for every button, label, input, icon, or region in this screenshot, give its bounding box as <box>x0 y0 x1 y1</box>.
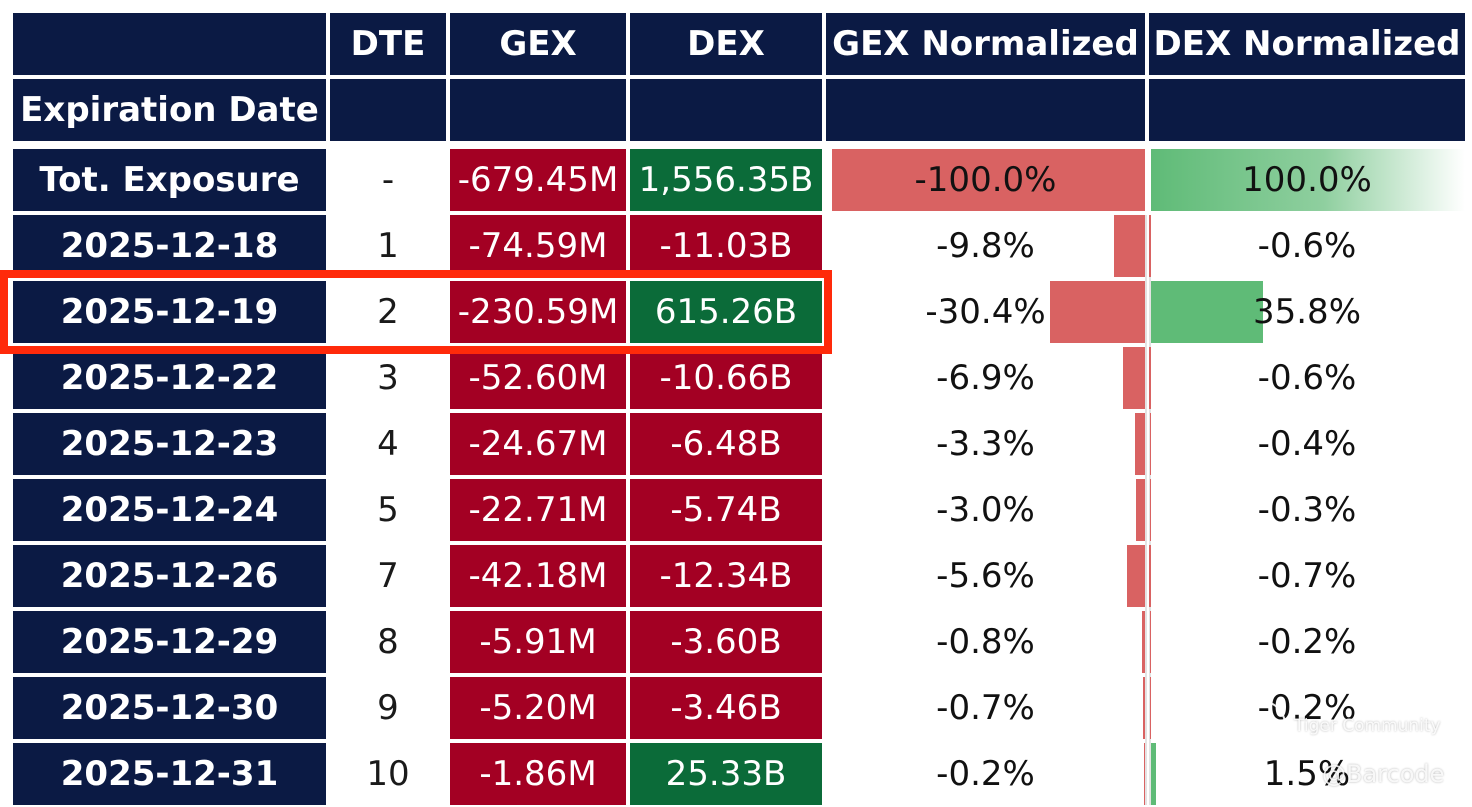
row-dte: 1 <box>330 215 446 277</box>
row-expiration-date: 2025-12-19 <box>13 281 326 343</box>
row-dte: 3 <box>330 347 446 409</box>
gex-normalized-bar <box>1142 677 1145 739</box>
gex-normalized-value: -6.9% <box>936 358 1035 398</box>
row-dte: 8 <box>330 611 446 673</box>
gex-normalized-value: -5.6% <box>936 556 1035 596</box>
row-dex: -3.46B <box>630 677 822 739</box>
dex-normalized-bar <box>1149 347 1151 409</box>
header-blank-gex-norm <box>826 79 1145 141</box>
gex-normalized-value: -9.8% <box>936 226 1035 266</box>
dex-normalized-value: -0.7% <box>1257 556 1357 596</box>
row-expiration-date: 2025-12-23 <box>13 413 326 475</box>
dex-normalized-bar <box>1149 413 1151 475</box>
dex-normalized-value: 100.0% <box>1242 160 1372 200</box>
gex-normalized-value: -3.3% <box>936 424 1035 464</box>
header-blank-dte <box>330 79 446 141</box>
dex-normalized-value: -0.3% <box>1257 490 1357 530</box>
dex-normalized-bar <box>1149 215 1151 277</box>
dex-normalized-bar <box>1151 743 1156 805</box>
row-dte: 7 <box>330 545 446 607</box>
dex-normalized-value: -0.6% <box>1257 226 1357 266</box>
row-gex: -52.60M <box>450 347 626 409</box>
row-gex: -74.59M <box>450 215 626 277</box>
row-dex: -6.48B <box>630 413 822 475</box>
row-gex: -5.20M <box>450 677 626 739</box>
gex-normalized-value: -30.4% <box>925 292 1046 332</box>
row-gex: -24.67M <box>450 413 626 475</box>
gex-normalized-value: -0.7% <box>936 688 1035 728</box>
dex-normalized-value: 35.8% <box>1252 292 1361 332</box>
watermark-line2: @Barcode <box>1322 760 1445 788</box>
row-expiration-date: 2025-12-29 <box>13 611 326 673</box>
row-dte: - <box>330 149 446 211</box>
header-dte: DTE <box>330 13 446 75</box>
gex-normalized-value: -0.8% <box>936 622 1035 662</box>
row-dte: 5 <box>330 479 446 541</box>
row-gex: -5.91M <box>450 611 626 673</box>
row-dte: 9 <box>330 677 446 739</box>
gex-normalized-value: -3.0% <box>936 490 1035 530</box>
header-expiration-date: Expiration Date <box>13 79 326 141</box>
row-dex: -5.74B <box>630 479 822 541</box>
row-expiration-date: 2025-12-18 <box>13 215 326 277</box>
row-expiration-date: 2025-12-30 <box>13 677 326 739</box>
header-gex: GEX <box>450 13 626 75</box>
row-gex: -679.45M <box>450 149 626 211</box>
watermark: Tiger Community @Barcode <box>1236 698 1466 794</box>
gex-normalized-bar <box>1142 611 1145 673</box>
row-gex: -230.59M <box>450 281 626 343</box>
row-expiration-date: 2025-12-24 <box>13 479 326 541</box>
header-dex: DEX <box>630 13 822 75</box>
dex-normalized-bar <box>1150 479 1151 541</box>
row-expiration-date: 2025-12-31 <box>13 743 326 805</box>
row-dex: 1,556.35B <box>630 149 822 211</box>
dex-normalized-value: -0.4% <box>1257 424 1357 464</box>
gex-normalized-bar <box>1049 281 1145 343</box>
header-blank-dex <box>630 79 822 141</box>
row-gex: -1.86M <box>450 743 626 805</box>
row-dex: -12.34B <box>630 545 822 607</box>
tiger-logo-icon <box>1236 700 1286 750</box>
gex-normalized-bar <box>1144 743 1145 805</box>
row-gex: -42.18M <box>450 545 626 607</box>
header-dex-normalized: DEX Normalized <box>1149 13 1465 75</box>
dex-normalized-bar <box>1151 149 1465 211</box>
dex-normalized-bar <box>1151 281 1264 343</box>
gex-axis-line <box>1145 215 1147 805</box>
row-gex: -22.71M <box>450 479 626 541</box>
gex-normalized-bar <box>1114 215 1145 277</box>
gex-normalized-bar <box>1135 479 1145 541</box>
row-expiration-date: 2025-12-22 <box>13 347 326 409</box>
header-gex-normalized: GEX Normalized <box>826 13 1145 75</box>
dex-normalized-bar <box>1150 677 1151 739</box>
row-dte: 10 <box>330 743 446 805</box>
dex-normalized-value: 1.5% <box>1263 754 1351 794</box>
header-blank-gex <box>450 79 626 141</box>
gex-normalized-bar <box>1127 545 1145 607</box>
gex-normalized-value: -100.0% <box>914 160 1057 200</box>
row-dte: 4 <box>330 413 446 475</box>
header-corner-empty <box>13 13 326 75</box>
row-dte: 2 <box>330 281 446 343</box>
gex-normalized-bar <box>1123 347 1145 409</box>
dex-normalized-value: -0.2% <box>1257 622 1357 662</box>
row-dex: -11.03B <box>630 215 822 277</box>
dex-normalized-bar <box>1148 545 1151 607</box>
dex-normalized-bar <box>1150 611 1151 673</box>
header-blank-dex-norm <box>1149 79 1465 141</box>
gex-normalized-bar <box>832 149 1145 211</box>
watermark-line1: Tiger Community <box>1294 716 1441 736</box>
row-dex: -10.66B <box>630 347 822 409</box>
row-dex: 615.26B <box>630 281 822 343</box>
row-expiration-date: Tot. Exposure <box>13 149 326 211</box>
row-dex: -3.60B <box>630 611 822 673</box>
gex-normalized-bar <box>1134 413 1145 475</box>
dex-normalized-value: -0.6% <box>1257 358 1357 398</box>
row-expiration-date: 2025-12-26 <box>13 545 326 607</box>
row-dex: 25.33B <box>630 743 822 805</box>
gex-normalized-value: -0.2% <box>936 754 1035 794</box>
